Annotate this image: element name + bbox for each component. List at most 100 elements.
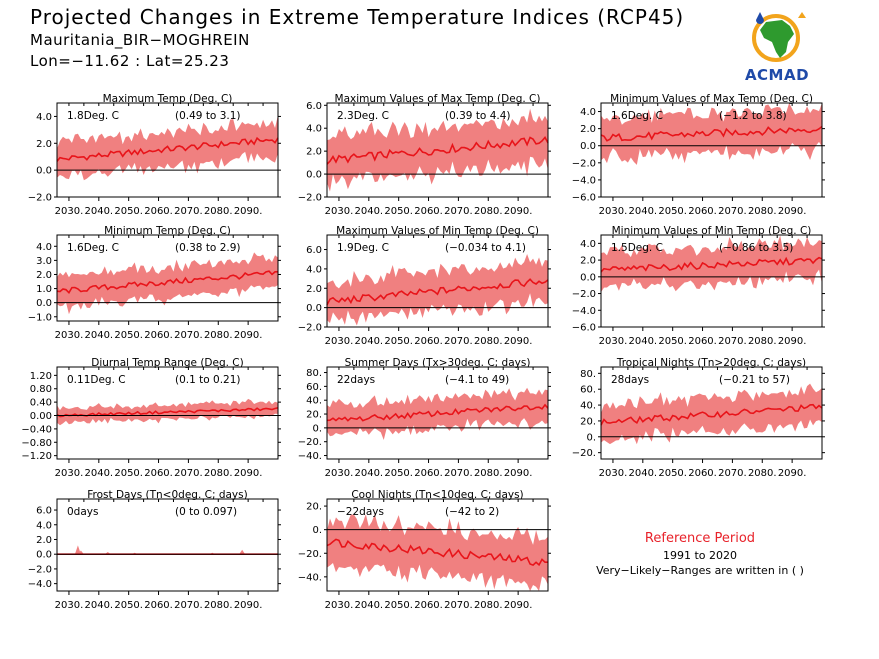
x-tick-label: 2090.: [504, 206, 533, 217]
x-tick-label: 2070.: [444, 600, 473, 611]
y-tick-label: 0.0: [306, 303, 322, 314]
chart-title: Maximum Temp (Deg. C): [103, 93, 233, 105]
x-tick-label: 2060.: [144, 206, 173, 217]
plot-frame: [600, 234, 823, 328]
likely-range-label: (0.39 to 4.4): [445, 110, 511, 122]
plot-frame: [326, 498, 549, 592]
x-tick-label: 2070.: [444, 336, 473, 347]
change-summary: 1.5Deg. C: [611, 242, 663, 254]
y-tick-label: 3.0: [36, 256, 52, 267]
likely-range-label: (−42 to 2): [445, 506, 499, 518]
x-tick-label: 2030.: [55, 206, 84, 217]
change-summary: 1.9Deg. C: [337, 242, 389, 254]
y-tick-label: 40.: [306, 396, 322, 407]
y-tick-label: −2.0: [572, 158, 596, 169]
y-tick-label: −0.80: [21, 438, 52, 449]
x-tick-label: 2030.: [599, 468, 628, 479]
y-tick-label: −2.0: [28, 193, 52, 204]
y-tick-label: 20.: [306, 410, 322, 421]
change-summary: 0days: [67, 506, 98, 518]
plot-frame: [600, 366, 823, 460]
mean-line: [600, 256, 823, 273]
y-tick-label: 0.: [312, 525, 322, 536]
x-tick-label: 2030.: [55, 330, 84, 341]
x-tick-label: 2050.: [114, 206, 143, 217]
x-tick-label: 2090.: [778, 468, 807, 479]
y-tick-label: 2.0: [36, 270, 52, 281]
page-title: Projected Changes in Extreme Temperature…: [30, 5, 685, 29]
y-tick-label: 0.0: [580, 141, 596, 152]
x-tick-label: 2050.: [658, 468, 687, 479]
x-tick-label: 2060.: [414, 206, 443, 217]
chart-panel: −2.0 0.0 2.0 4.0 6.0 2030. 2040. 2050. 2060. 2070…: [298, 93, 551, 217]
y-tick-label: −20.: [572, 448, 596, 459]
x-tick-label: 2080.: [204, 600, 233, 611]
x-tick-label: 2030.: [599, 336, 628, 347]
chart-title: Maximum Values of Max Temp (Deg. C): [335, 93, 541, 105]
x-tick-label: 2070.: [718, 336, 747, 347]
x-tick-label: 2090.: [234, 206, 263, 217]
x-tick-label: 2050.: [384, 600, 413, 611]
plot-frame: [56, 498, 279, 592]
x-tick-label: 2060.: [414, 336, 443, 347]
mean-line: [326, 403, 549, 422]
likely-range-label: (−1.2 to 3.8): [719, 110, 787, 122]
x-tick-label: 2090.: [504, 468, 533, 479]
likely-range-label: (−0.21 to 57): [719, 374, 790, 386]
y-tick-label: 4.0: [36, 242, 52, 253]
x-tick-label: 2050.: [114, 330, 143, 341]
mean-line: [326, 136, 549, 165]
y-tick-label: 4.0: [306, 264, 322, 275]
x-tick-label: 2090.: [234, 330, 263, 341]
x-tick-label: 2040.: [84, 330, 113, 341]
y-tick-label: 6.0: [36, 506, 52, 517]
likely-range-band: [601, 103, 822, 165]
x-tick-label: 2090.: [504, 336, 533, 347]
x-tick-label: 2030.: [55, 468, 84, 479]
change-summary: 1.8Deg. C: [67, 110, 119, 122]
x-tick-label: 2080.: [204, 330, 233, 341]
y-tick-label: −4.0: [572, 306, 596, 317]
y-tick-label: −20.: [298, 549, 322, 560]
y-tick-label: 2.0: [36, 535, 52, 546]
x-tick-label: 2090.: [778, 206, 807, 217]
mean-line: [56, 270, 279, 294]
y-tick-label: 1.0: [36, 284, 52, 295]
x-tick-label: 2030.: [599, 206, 628, 217]
plot-frame: [56, 234, 279, 322]
y-tick-label: 0.00: [30, 411, 52, 422]
logo-text: ACMAD: [744, 66, 810, 84]
chart-panel: −1.20 −0.80 −0.40 0.00 0.40 0.80 1.20 2030. 2040…: [21, 357, 281, 479]
x-tick-label: 2070.: [718, 468, 747, 479]
mean-line: [600, 125, 823, 142]
y-tick-label: −4.0: [28, 579, 52, 590]
likely-range-label: (0.1 to 0.21): [175, 374, 241, 386]
y-tick-label: −0.40: [21, 424, 52, 435]
change-summary: 1.6Deg. C: [67, 242, 119, 254]
x-tick-label: 2050.: [114, 600, 143, 611]
y-tick-label: −1.0: [28, 312, 52, 323]
x-tick-label: 2050.: [114, 468, 143, 479]
chart-title: Diurnal Temp Range (Deg. C): [91, 357, 243, 369]
y-tick-label: 6.0: [306, 245, 322, 256]
mean-line: [600, 403, 823, 426]
y-tick-label: 40.: [580, 401, 596, 412]
x-tick-label: 2040.: [84, 600, 113, 611]
chart-panel: −40.−20.0.20.2030. 2040. 2050. 2060. 2070. 20…: [298, 489, 551, 611]
x-tick-label: 2050.: [384, 336, 413, 347]
y-tick-label: −4.0: [572, 175, 596, 186]
chart-title: Maximum Values of Min Temp (Deg. C): [336, 225, 539, 237]
y-tick-label: 0.0: [36, 166, 52, 177]
reference-title: Reference Period: [644, 531, 756, 546]
x-tick-label: 2080.: [204, 206, 233, 217]
y-tick-label: 0.0: [36, 298, 52, 309]
likely-range-band: [74, 545, 81, 555]
plot-frame: [326, 234, 549, 328]
x-tick-label: 2080.: [204, 468, 233, 479]
chart-panel: −4.0 −2.0 0.0 2.0 4.0 6.0 2030. 2040. 2050. 2060.…: [28, 489, 281, 611]
y-tick-label: 0.40: [30, 398, 52, 409]
y-tick-label: −40.: [298, 451, 322, 462]
x-tick-label: 2090.: [234, 468, 263, 479]
x-tick-label: 2060.: [144, 468, 173, 479]
